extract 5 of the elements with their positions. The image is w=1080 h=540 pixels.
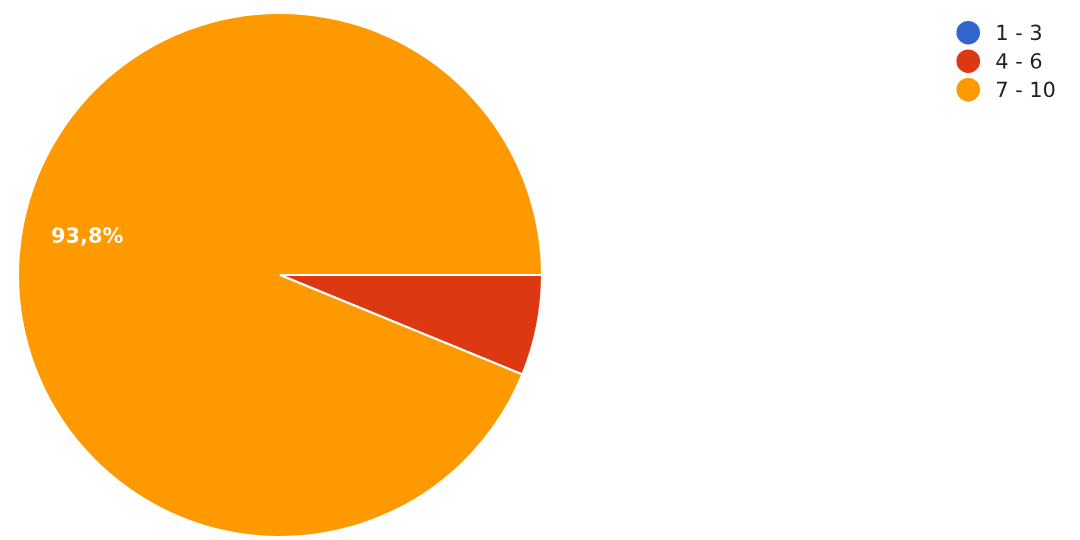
legend-label: 4 - 6	[996, 53, 1042, 69]
data-label: 93,8%	[52, 227, 123, 246]
pie-slice	[16, 11, 544, 539]
legend-label: 1 - 3	[997, 24, 1041, 41]
legend-label: 7 - 10	[997, 81, 1055, 98]
